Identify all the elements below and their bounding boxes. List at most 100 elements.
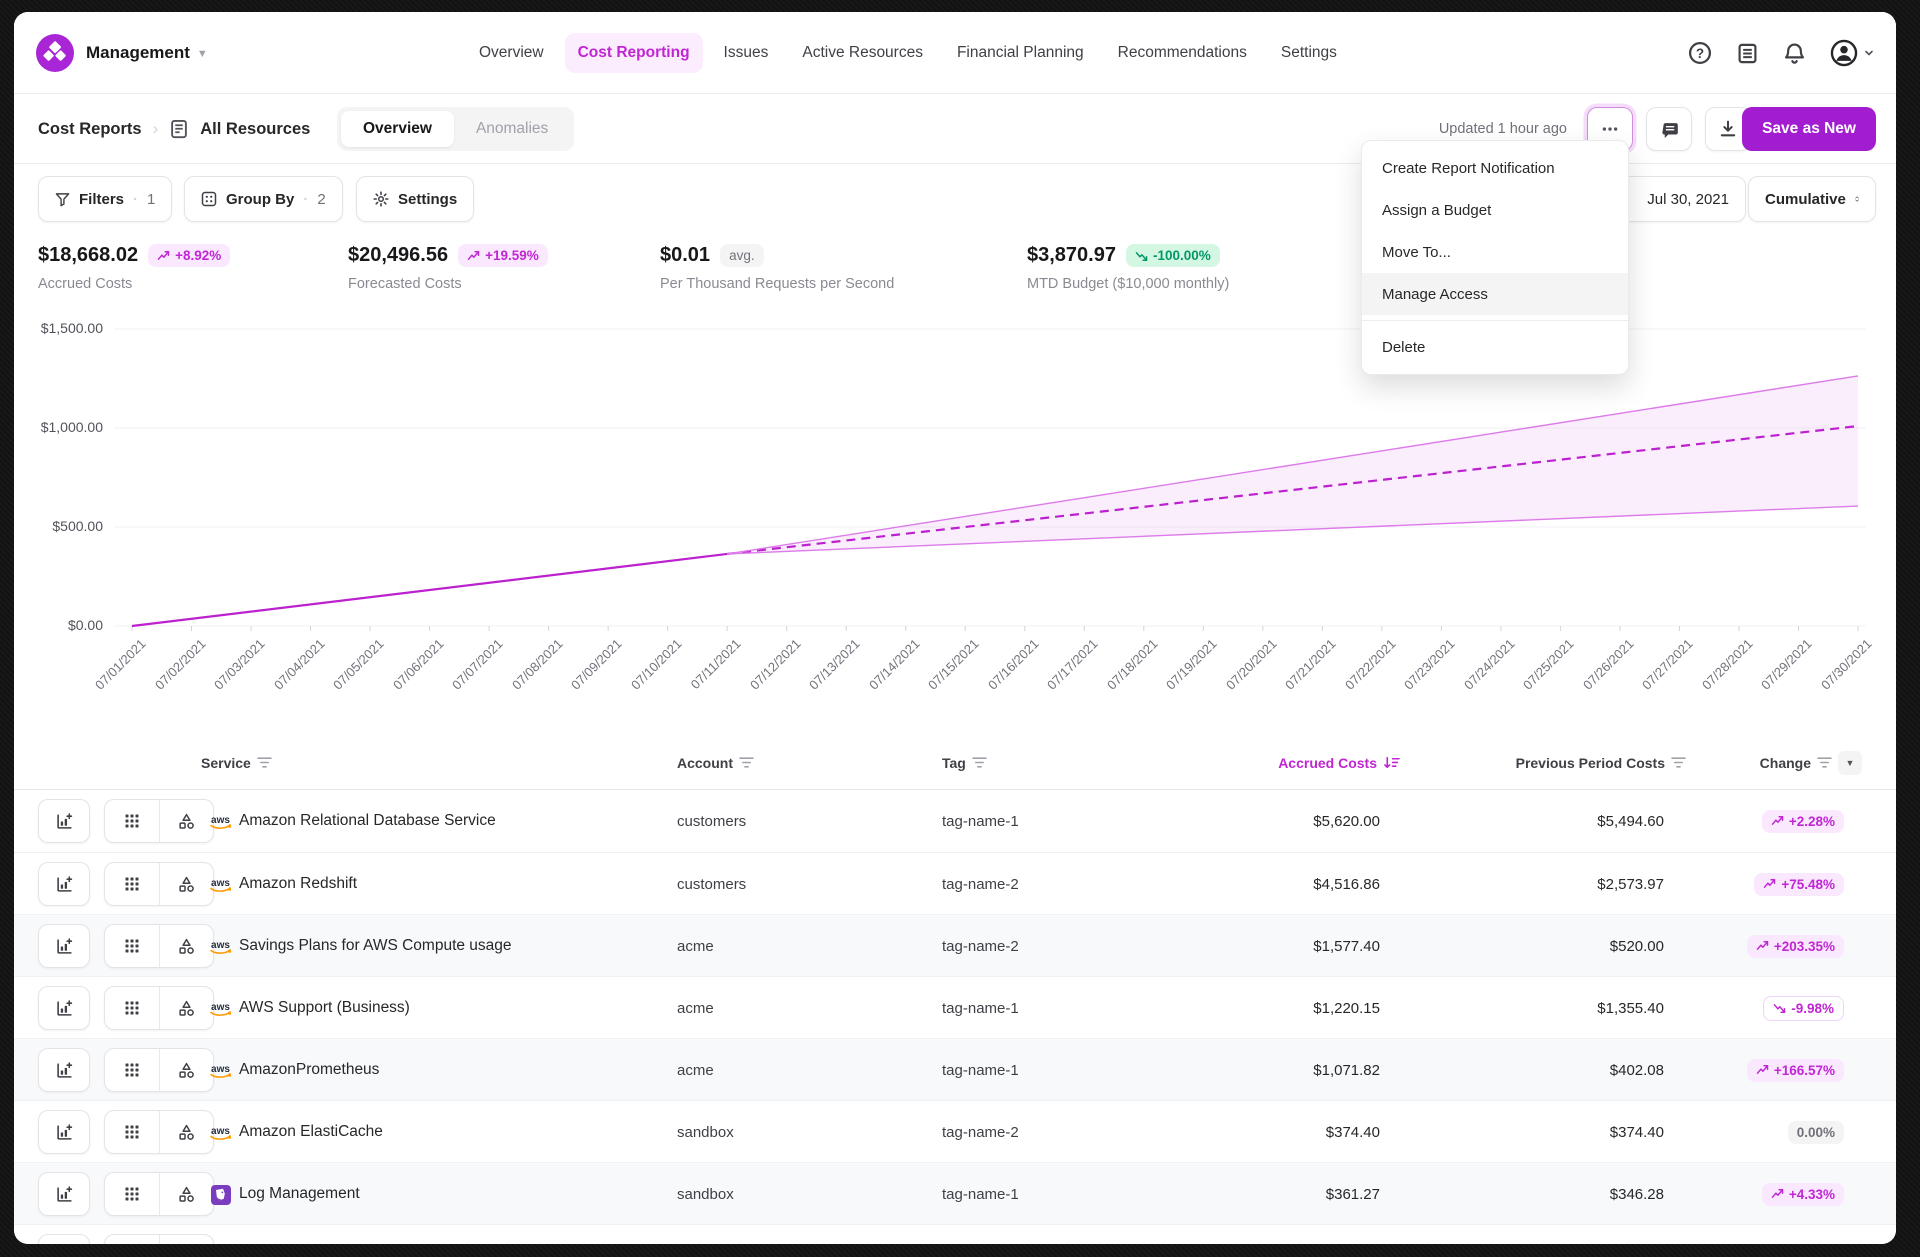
category-shapes-button[interactable] bbox=[158, 800, 214, 842]
breadcrumb-cost-reports[interactable]: Cost Reports bbox=[38, 119, 142, 138]
trend-up-icon bbox=[1756, 941, 1769, 950]
service-name[interactable]: AmazonPrometheus bbox=[239, 1061, 380, 1078]
group-resources-button[interactable] bbox=[105, 987, 159, 1029]
add-to-chart-button[interactable] bbox=[38, 1048, 90, 1092]
group-resources-button[interactable] bbox=[105, 1235, 159, 1244]
group-by-button[interactable]: Group By · 2 bbox=[184, 176, 343, 222]
add-to-chart-button[interactable] bbox=[38, 924, 90, 968]
tab-anomalies[interactable]: Anomalies bbox=[475, 120, 549, 137]
svg-text:aws: aws bbox=[211, 940, 230, 951]
updown-icon bbox=[1855, 196, 1859, 202]
column-header-service[interactable]: Service bbox=[201, 735, 272, 790]
menu-item-move-to[interactable]: Move To... bbox=[1382, 243, 1451, 261]
nav-item-overview[interactable]: Overview bbox=[479, 44, 544, 61]
nav-item-active-resources[interactable]: Active Resources bbox=[802, 44, 923, 61]
aggregation-select[interactable]: Cumulative bbox=[1748, 176, 1876, 222]
group-resources-button[interactable] bbox=[105, 863, 159, 905]
metric-per-thousand-requests-per-second: $0.01 avg. Per Thousand Requests per Secon… bbox=[660, 244, 894, 292]
settings-button[interactable]: Settings bbox=[356, 176, 475, 222]
grid-icon bbox=[125, 877, 139, 891]
table-row: Log Management sandbox tag-name-1 $361.2… bbox=[14, 1162, 1896, 1224]
category-shapes-button[interactable] bbox=[158, 863, 214, 905]
grid-icon bbox=[125, 814, 139, 828]
change-badge-cell: +203.35% bbox=[1746, 915, 1844, 977]
menu-item-manage-access[interactable]: Manage Access bbox=[1362, 273, 1628, 315]
service-provider-icon: aws bbox=[208, 1120, 233, 1145]
tab-overview[interactable]: Overview bbox=[341, 111, 454, 147]
menu-item-delete[interactable]: Delete bbox=[1382, 338, 1426, 356]
help-icon[interactable]: ? bbox=[1688, 41, 1712, 65]
category-shapes-button[interactable] bbox=[158, 987, 214, 1029]
user-avatar[interactable] bbox=[1830, 39, 1874, 67]
save-as-new-button[interactable]: Save as New bbox=[1742, 107, 1876, 151]
nav-item-issues[interactable]: Issues bbox=[723, 44, 769, 61]
category-shapes-button[interactable] bbox=[158, 1111, 214, 1153]
service-name[interactable]: Amazon Relational Database Service bbox=[239, 812, 496, 829]
group-resources-button[interactable] bbox=[105, 925, 159, 967]
category-shapes-button[interactable] bbox=[158, 1049, 214, 1091]
nav-item-recommendations[interactable]: Recommendations bbox=[1117, 44, 1247, 61]
column-header-previous-period[interactable]: Previous Period Costs bbox=[1516, 735, 1686, 790]
updated-timestamp: Updated 1 hour ago bbox=[1438, 121, 1567, 137]
service-name[interactable]: AWS Support (Business) bbox=[239, 999, 410, 1016]
y-axis-label: $1,000.00 bbox=[40, 419, 103, 435]
aws-icon: aws bbox=[210, 878, 232, 892]
cost-trend-chart bbox=[114, 328, 1866, 631]
chevron-right-icon: › bbox=[152, 119, 159, 138]
add-to-chart-button[interactable] bbox=[38, 1234, 90, 1244]
nav-item-cost-reporting[interactable]: Cost Reporting bbox=[564, 33, 703, 73]
row-view-toggle bbox=[104, 1048, 214, 1092]
add-to-chart-button[interactable] bbox=[38, 1172, 90, 1216]
category-shapes-button[interactable] bbox=[158, 1235, 214, 1244]
aws-icon: aws bbox=[210, 1126, 232, 1140]
service-name[interactable]: Log Management bbox=[239, 1185, 360, 1202]
category-shapes-button[interactable] bbox=[158, 1173, 214, 1215]
add-chart-icon bbox=[56, 937, 72, 954]
category-shapes-button[interactable] bbox=[158, 925, 214, 967]
changelog-icon[interactable] bbox=[1736, 42, 1759, 65]
service-name[interactable]: Savings Plans for AWS Compute usage bbox=[239, 937, 512, 954]
brand-logo-icon[interactable] bbox=[36, 34, 74, 72]
add-to-chart-button[interactable] bbox=[38, 1110, 90, 1154]
filters-button[interactable]: Filters · 1 bbox=[38, 176, 173, 222]
workspace-switcher[interactable]: Management ▼ bbox=[86, 12, 208, 94]
accrued-cost-value: $4,516.86 bbox=[1313, 875, 1380, 893]
notifications-bell-icon[interactable] bbox=[1783, 42, 1806, 65]
nav-item-financial-planning[interactable]: Financial Planning bbox=[956, 44, 1084, 61]
column-header-tag[interactable]: Tag bbox=[942, 735, 987, 790]
nav-item-settings[interactable]: Settings bbox=[1280, 44, 1337, 61]
service-name[interactable]: Amazon Redshift bbox=[239, 875, 358, 892]
change-badge: 0.00% bbox=[1787, 1120, 1844, 1144]
add-to-chart-button[interactable] bbox=[38, 799, 90, 843]
column-header-account[interactable]: Account bbox=[677, 735, 754, 790]
group-resources-button[interactable] bbox=[105, 1173, 159, 1215]
account-name: acme bbox=[677, 999, 714, 1017]
change-badge-cell: +75.48% bbox=[1754, 853, 1844, 915]
add-chart-icon bbox=[56, 875, 72, 892]
group-resources-button[interactable] bbox=[105, 1049, 159, 1091]
shapes-icon bbox=[179, 876, 194, 892]
service-name[interactable]: Amazon ElastiCache bbox=[239, 1123, 383, 1140]
add-to-chart-button[interactable] bbox=[38, 986, 90, 1030]
chevron-down-icon: ▼ bbox=[196, 48, 208, 60]
table-header: Service Account Tag Accrued Costs Previo… bbox=[14, 735, 1896, 790]
menu-item-create-report-notification[interactable]: Create Report Notification bbox=[1382, 159, 1555, 177]
shapes-icon bbox=[179, 1186, 194, 1202]
row-view-toggle bbox=[104, 862, 214, 906]
previous-cost-value: $1,355.40 bbox=[1597, 999, 1664, 1017]
group-resources-button[interactable] bbox=[105, 1111, 159, 1153]
table-row: aws Amazon ElastiCache sandbox tag-name-… bbox=[14, 1100, 1896, 1162]
column-header-change[interactable]: Change ▼ bbox=[1760, 735, 1862, 790]
column-header-accrued-costs[interactable]: Accrued Costs bbox=[1278, 735, 1400, 790]
change-badge: +75.48% bbox=[1754, 872, 1844, 896]
trend-up-icon bbox=[1756, 1065, 1769, 1074]
table-row: aws Amazon Redshift customers tag-name-2… bbox=[14, 852, 1896, 914]
column-options-button[interactable]: ▼ bbox=[1838, 750, 1862, 775]
menu-item-assign-a-budget[interactable]: Assign a Budget bbox=[1382, 201, 1492, 219]
comments-button[interactable] bbox=[1646, 107, 1692, 151]
shapes-icon bbox=[179, 1062, 194, 1078]
group-resources-button[interactable] bbox=[105, 800, 159, 842]
shapes-icon bbox=[179, 938, 194, 954]
more-actions-menu: Create Report Notification Assign a Budge… bbox=[1361, 140, 1629, 375]
add-to-chart-button[interactable] bbox=[38, 862, 90, 906]
